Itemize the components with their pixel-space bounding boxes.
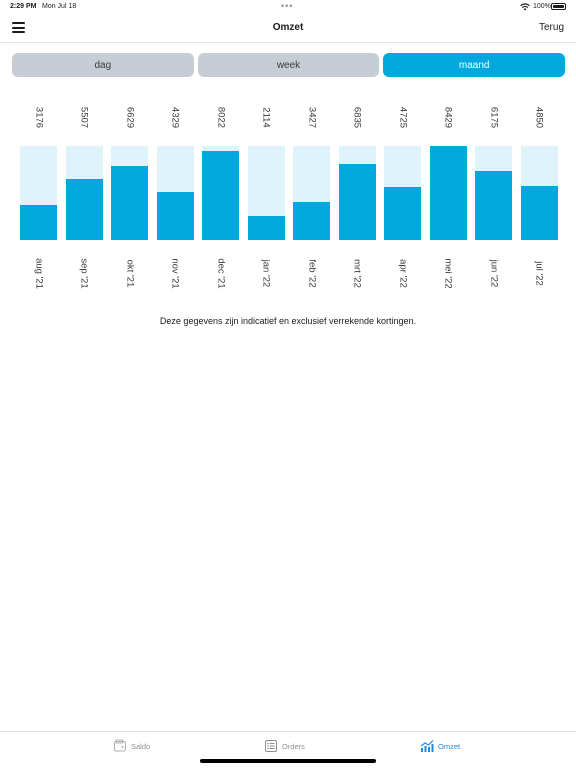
tab-saldo[interactable]: Saldo — [113, 739, 150, 753]
multitasking-dots-icon[interactable]: ••• — [281, 1, 294, 11]
bar-category-label: nov '21 — [169, 258, 181, 289]
bar-category-label: sep '21 — [78, 258, 90, 289]
back-button[interactable]: Terug — [538, 22, 564, 33]
battery-percentage: 100% — [533, 3, 551, 10]
bar-track — [65, 146, 103, 240]
bar-value-label: 6175 — [488, 106, 499, 129]
bar-track — [111, 146, 148, 240]
bar-track — [202, 146, 239, 240]
segment-dag[interactable]: dag — [12, 53, 194, 77]
bar-value-label: 3427 — [306, 106, 317, 129]
bar-category-label: mei '22 — [442, 258, 454, 289]
bar-track — [20, 146, 57, 240]
segment-week[interactable]: week — [197, 53, 380, 77]
bar — [338, 163, 376, 240]
status-date: Mon Jul 18 — [42, 3, 77, 10]
bar-category-label: jul '22 — [533, 261, 545, 286]
bar-track — [384, 146, 421, 240]
bar — [156, 191, 194, 240]
bar-track — [293, 146, 330, 240]
bar-column: 6835 mrt '22 — [338, 100, 376, 300]
bar-value-label: 5507 — [78, 106, 90, 129]
home-indicator — [200, 759, 376, 763]
bar — [111, 166, 148, 240]
bar-category-label: okt '21 — [124, 259, 135, 288]
bar-value-label: 4725 — [397, 106, 408, 129]
bar-column: 4725 apr '22 — [384, 100, 421, 300]
bar — [384, 187, 421, 240]
bar-value-label: 4850 — [533, 106, 545, 129]
bar-column: 5507 sep '21 — [65, 100, 103, 300]
bar-track — [156, 146, 194, 240]
disclaimer-text: Deze gegevens zijn indicatief en exclusi… — [159, 316, 417, 326]
bar — [475, 171, 512, 240]
bar-category-label: dec '21 — [215, 258, 226, 289]
bar-category-label: aug '21 — [33, 258, 44, 289]
bar-category-label: feb '22 — [306, 259, 317, 288]
bar — [202, 150, 239, 240]
bar-column: 3176 aug '21 — [20, 100, 57, 300]
bar-column: 8429 mei '22 — [429, 100, 467, 300]
bar — [247, 216, 285, 240]
period-segmented-control: dag week maand — [12, 53, 566, 77]
bar — [20, 204, 57, 240]
bar-category-label: jun '22 — [488, 259, 499, 288]
bar-value-label: 6835 — [351, 106, 363, 129]
bar-track — [247, 146, 285, 240]
bar-value-label: 4329 — [169, 106, 181, 129]
bar-track — [338, 146, 376, 240]
bar — [520, 185, 558, 240]
list-icon — [265, 740, 277, 752]
bar-value-label: 2114 — [260, 107, 272, 128]
status-bar: 2:29 PM Mon Jul 18 ••• 100% — [0, 0, 576, 14]
status-time: 2:29 PM — [10, 3, 37, 10]
chart-icon — [420, 740, 434, 752]
bar-value-label: 6629 — [124, 106, 135, 129]
bar — [429, 146, 467, 240]
segment-maand[interactable]: maand — [383, 53, 566, 77]
wifi-icon — [520, 3, 530, 11]
tab-omzet-label: Omzet — [438, 741, 461, 751]
bar-column: 6629 okt '21 — [111, 100, 148, 300]
bar-value-label: 3176 — [33, 106, 44, 129]
revenue-bar-chart: 3176 aug '21 5507 sep '21 6629 okt '21 4329 nov… — [0, 100, 576, 300]
hamburger-menu-icon[interactable] — [12, 22, 25, 33]
tab-orders-label: Orders — [282, 741, 305, 751]
navigation-bar: Omzet Terug — [0, 14, 576, 43]
bar-column: 4850 jul '22 — [520, 100, 558, 300]
bar — [65, 178, 103, 240]
bar-category-label: jan '22 — [260, 259, 272, 288]
bar — [293, 201, 330, 240]
tab-orders[interactable]: Orders — [264, 739, 305, 753]
bar-column: 8022 dec '21 — [202, 100, 239, 300]
bar-column: 6175 jun '22 — [475, 100, 512, 300]
bar-column: 3427 feb '22 — [293, 100, 330, 300]
bar-value-label: 8022 — [215, 106, 226, 129]
tab-omzet[interactable]: Omzet — [420, 739, 460, 753]
page-title: Omzet — [272, 22, 304, 33]
bar-track — [429, 146, 467, 240]
bar-track — [520, 146, 558, 240]
bar-category-label: mrt '22 — [351, 259, 363, 288]
bar-category-label: apr '22 — [397, 259, 408, 288]
bar-column: 4329 nov '21 — [156, 100, 194, 300]
battery-icon — [551, 3, 566, 10]
bar-track — [475, 146, 512, 240]
tab-saldo-label: Saldo — [131, 741, 151, 751]
bar-column: 2114 jan '22 — [247, 100, 285, 300]
bar-value-label: 8429 — [442, 106, 454, 129]
wallet-icon — [114, 739, 126, 752]
